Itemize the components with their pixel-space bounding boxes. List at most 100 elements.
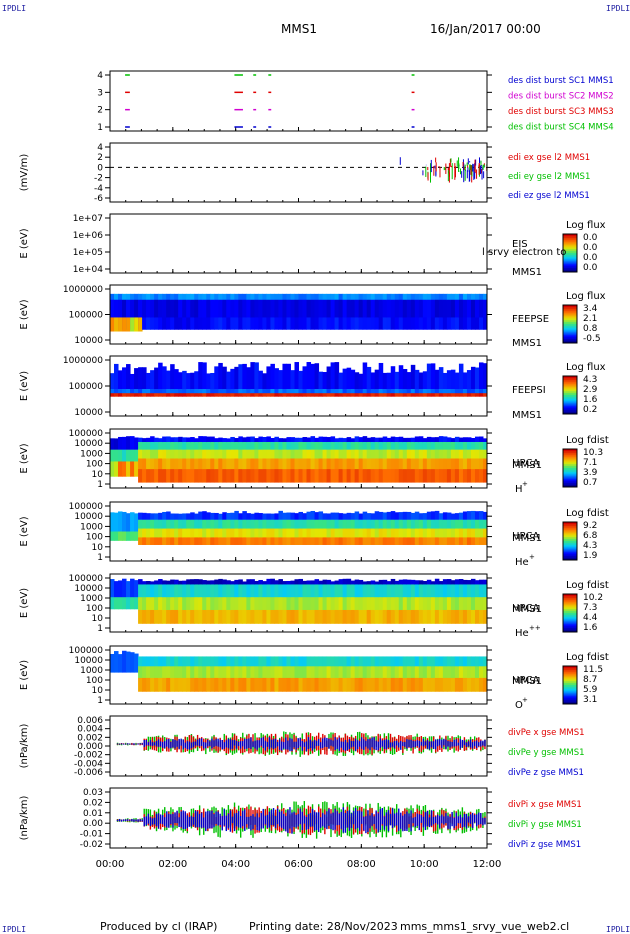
spectro-cell bbox=[446, 597, 452, 611]
spectro-cell bbox=[418, 299, 424, 318]
spectro-cell bbox=[310, 519, 316, 530]
x-tick-label: 10:00 bbox=[410, 859, 439, 870]
colorbar-swatch bbox=[563, 266, 577, 269]
spectro-cell bbox=[482, 389, 488, 394]
spectro-cell bbox=[270, 513, 275, 521]
spectro-cell bbox=[254, 666, 259, 679]
spectro-cell bbox=[386, 519, 392, 530]
colorbar-tick: 11.5 bbox=[583, 665, 603, 675]
spectro-cell bbox=[146, 437, 151, 443]
y-tick-label: 100 bbox=[86, 460, 103, 470]
spectro-cell bbox=[426, 519, 432, 530]
spectro-cell bbox=[294, 537, 299, 545]
spectro-cell bbox=[434, 578, 440, 585]
spectro-cell bbox=[138, 666, 143, 679]
spectro-cell bbox=[390, 389, 396, 394]
spectro-cell bbox=[430, 393, 436, 397]
spectro-cell bbox=[138, 317, 143, 332]
spectro-cell bbox=[314, 677, 320, 692]
spectro-cell bbox=[146, 449, 151, 459]
colorbar-swatch bbox=[563, 318, 577, 321]
spectro-cell bbox=[282, 597, 287, 611]
colorbar-swatch bbox=[563, 466, 577, 469]
spectro-cell bbox=[382, 449, 388, 459]
y-tick-label: 0.002 bbox=[77, 733, 103, 743]
spectro-cell bbox=[414, 293, 420, 301]
spectro-cell bbox=[226, 519, 231, 530]
spectro-cell bbox=[474, 537, 480, 545]
spectro-cell bbox=[474, 666, 480, 679]
colorbar-swatch bbox=[563, 556, 577, 559]
spectro-cell bbox=[206, 436, 211, 443]
colorbar-swatch bbox=[563, 464, 577, 467]
spectro-cell bbox=[218, 441, 223, 451]
spectro-cell bbox=[230, 519, 235, 530]
spectro-cell bbox=[410, 584, 416, 598]
spectro-cell bbox=[182, 437, 187, 443]
spectro-cell bbox=[426, 609, 432, 624]
spectro-cell bbox=[370, 609, 376, 624]
colorbar-swatch bbox=[563, 694, 577, 697]
spectro-cell bbox=[446, 656, 452, 667]
spectro-cell bbox=[254, 584, 259, 598]
spectro-cell bbox=[130, 436, 135, 451]
spectro-cell bbox=[398, 317, 404, 330]
spectro-cell bbox=[286, 293, 291, 301]
spectro-cell bbox=[458, 666, 464, 679]
spectro-cell bbox=[394, 656, 400, 667]
spectro-cell bbox=[442, 372, 448, 390]
spectro-cell bbox=[250, 537, 255, 545]
spectro-cell bbox=[146, 580, 151, 585]
spectro-cell bbox=[238, 393, 243, 397]
spectro-cell bbox=[278, 317, 283, 330]
colorbar-tick: 3.4 bbox=[583, 304, 598, 314]
spectro-cell bbox=[146, 372, 151, 390]
colorbar-swatch bbox=[563, 605, 577, 608]
spectro-cell bbox=[202, 389, 207, 394]
colorbar-swatch bbox=[563, 620, 577, 623]
spectro-cell bbox=[330, 393, 336, 397]
spectro-cell bbox=[406, 299, 412, 318]
spectro-cell bbox=[418, 441, 424, 451]
spectro-cell bbox=[482, 519, 488, 530]
spectro-cell bbox=[326, 293, 332, 301]
spectro-cell bbox=[130, 317, 135, 332]
spectro-cell bbox=[474, 469, 480, 483]
spectro-cell bbox=[354, 449, 360, 459]
spectro-cell bbox=[414, 666, 420, 679]
spectro-cell bbox=[430, 528, 436, 538]
spectro-cell bbox=[358, 317, 364, 330]
colorbar-swatch bbox=[563, 316, 577, 319]
spectro-cell bbox=[370, 656, 376, 667]
spectro-cell bbox=[474, 389, 480, 394]
spectro-cell bbox=[474, 367, 480, 390]
spectro-cell bbox=[194, 441, 199, 451]
spectro-cell bbox=[310, 510, 316, 521]
spectro-cell bbox=[190, 393, 195, 397]
spectro-cell bbox=[234, 317, 239, 330]
spectro-cell bbox=[470, 469, 476, 483]
spectro-cell bbox=[354, 677, 360, 692]
spectro-cell bbox=[262, 597, 267, 611]
spectro-cell bbox=[178, 528, 183, 538]
spectro-cell bbox=[186, 597, 191, 611]
panel-frame bbox=[109, 284, 488, 345]
y-tick-label: 0 bbox=[97, 163, 103, 173]
spectro-cell bbox=[422, 580, 428, 585]
spectro-cell bbox=[450, 666, 456, 679]
spectro-cell bbox=[382, 512, 388, 521]
spectro-cell bbox=[282, 317, 287, 330]
spectro-cell bbox=[118, 654, 123, 673]
spectro-cell bbox=[354, 579, 360, 585]
spectro-cell bbox=[410, 389, 416, 394]
spectro-cell bbox=[266, 528, 271, 538]
spectro-cell bbox=[426, 293, 432, 301]
spectro-cell bbox=[142, 389, 147, 394]
spectro-cell bbox=[150, 317, 155, 330]
spectro-cell bbox=[434, 317, 440, 330]
colorbar-swatch bbox=[563, 237, 577, 241]
spectro-cell bbox=[182, 449, 187, 459]
spectro-cell bbox=[142, 441, 147, 451]
spectro-cell bbox=[190, 317, 195, 330]
